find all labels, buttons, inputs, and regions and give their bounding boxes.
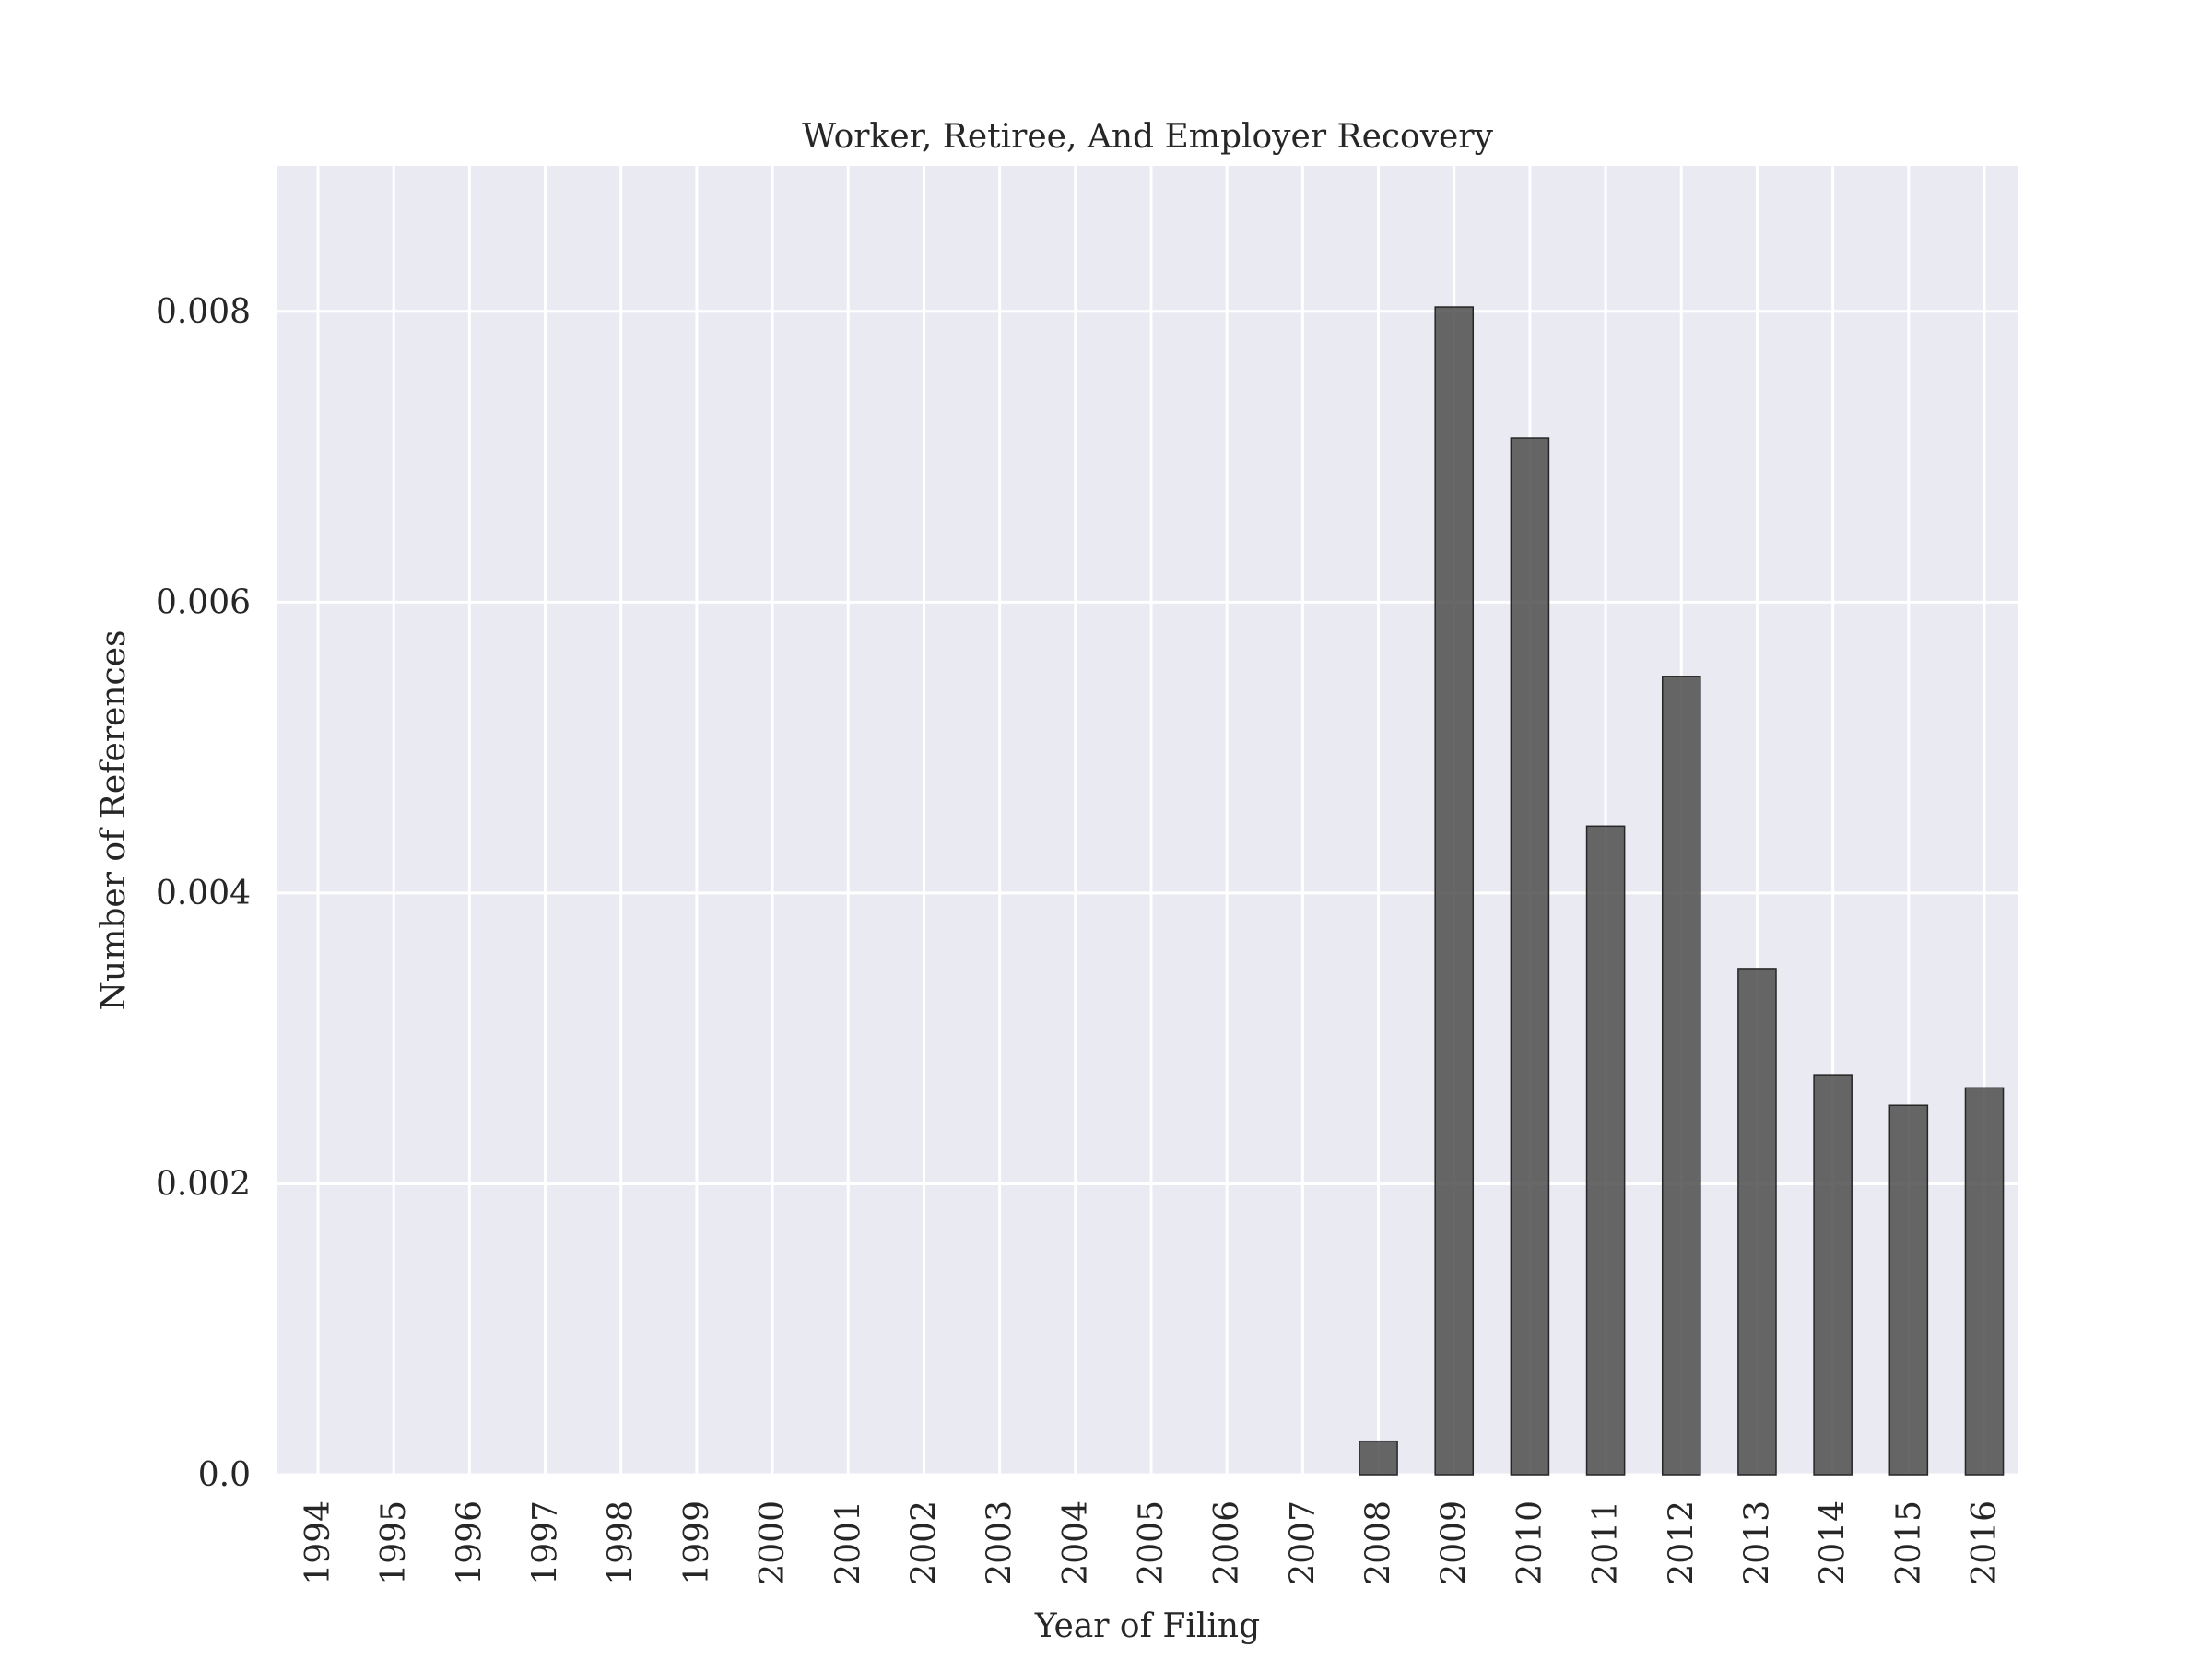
x-tick-labels: 1994 1995 1996 1997 1998 1999 2000 2001 2002 2003… [300,1500,2004,1585]
x-tick-label: 2009 [1436,1500,1474,1585]
x-tick-label: 1997 [527,1500,565,1585]
x-tick-label: 2007 [1284,1500,1322,1585]
x-tick-label: 1998 [603,1500,641,1585]
x-tick-label: 2000 [754,1500,792,1585]
plot-background [276,166,2018,1475]
bar-2013 [1737,968,1777,1476]
x-tick-label: 2002 [905,1500,943,1585]
y-tick-label: 0.008 [156,293,251,331]
x-tick-label: 2011 [1587,1500,1625,1585]
bar-2009 [1434,306,1475,1476]
bar-2012 [1661,676,1701,1476]
bars [1359,306,2005,1476]
x-tick-label: 2012 [1663,1500,1700,1585]
bar-2015 [1888,1104,1929,1476]
x-tick-label: 2003 [982,1500,1019,1585]
bar-2016 [1964,1087,2005,1476]
bar-2010 [1510,437,1550,1476]
x-tick-label: 1999 [678,1500,716,1585]
x-tick-label: 2016 [1966,1500,2004,1585]
bar-2014 [1813,1074,1853,1476]
x-tick-label: 2004 [1057,1500,1095,1585]
x-tick-label: 2014 [1815,1500,1853,1585]
y-tick-label: 0.004 [156,875,251,912]
y-tick-labels: 0.0 0.002 0.004 0.006 0.008 [156,293,251,1494]
x-tick-label: 2006 [1208,1500,1246,1585]
bar-2008 [1359,1440,1398,1476]
bar-2011 [1585,825,1626,1476]
x-tick-label: 1994 [300,1500,337,1585]
x-tick-label: 2015 [1890,1500,1928,1585]
x-tick-label: 2008 [1360,1500,1398,1585]
y-tick-label: 0.002 [156,1165,251,1203]
y-axis-label: Number of References [95,630,133,1011]
x-axis-label: Year of Filing [1034,1607,1260,1645]
y-tick-label: 0.0 [198,1456,251,1494]
x-tick-label: 2010 [1512,1500,1549,1585]
x-tick-label: 1995 [375,1500,413,1585]
x-tick-label: 1996 [451,1500,488,1585]
y-tick-label: 0.006 [156,583,251,621]
x-tick-label: 2001 [830,1500,867,1585]
chart-title: Worker, Retiree, And Employer Recovery [802,118,1494,156]
x-tick-label: 2005 [1133,1500,1171,1585]
x-tick-label: 2013 [1738,1500,1776,1585]
